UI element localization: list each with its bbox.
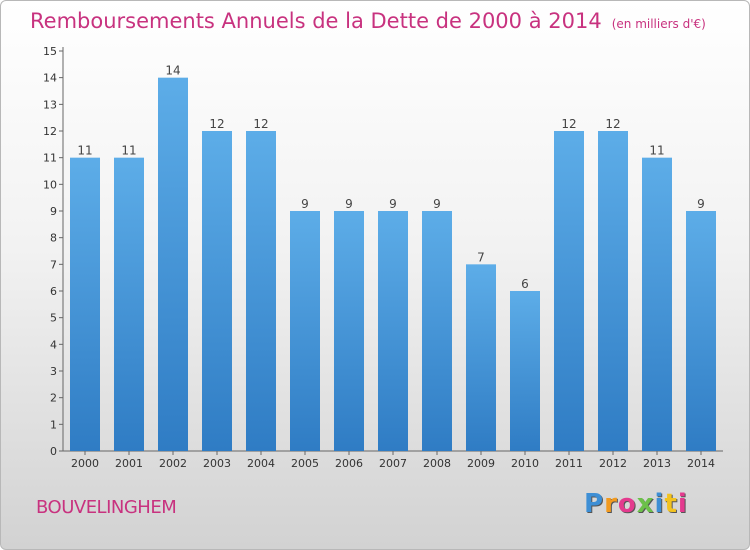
y-tick-label: 9 <box>50 205 57 218</box>
bar <box>70 157 100 451</box>
x-tick-label: 2009 <box>467 457 495 470</box>
bar <box>202 131 232 451</box>
x-tick-label: 2011 <box>555 457 583 470</box>
y-tick-label: 0 <box>50 445 57 458</box>
logo-letter: x <box>636 489 655 519</box>
y-tick-label: 11 <box>43 152 57 165</box>
y-tick-label: 2 <box>50 392 57 405</box>
bar-value-label: 9 <box>301 197 309 211</box>
logo-letter: P <box>584 489 605 519</box>
bar <box>686 211 716 451</box>
logo-letter: r <box>604 489 618 519</box>
y-tick-label: 8 <box>50 232 57 245</box>
x-tick-label: 2002 <box>159 457 187 470</box>
y-tick-label: 13 <box>43 98 57 111</box>
y-tick-label: 5 <box>50 312 57 325</box>
bar-value-label: 11 <box>649 144 664 158</box>
y-tick-label: 4 <box>50 338 57 351</box>
bar-value-label: 14 <box>165 64 180 78</box>
bar-value-label: 12 <box>605 117 620 131</box>
bar <box>334 211 364 451</box>
bar <box>510 291 540 451</box>
y-tick-label: 7 <box>50 258 57 271</box>
y-tick-label: 15 <box>43 45 57 58</box>
x-tick-label: 2001 <box>115 457 143 470</box>
bar <box>246 131 276 451</box>
bar-value-label: 9 <box>697 197 705 211</box>
x-tick-label: 2012 <box>599 457 627 470</box>
proxiti-logo: Proxiti <box>584 489 688 519</box>
x-tick-label: 2014 <box>687 457 715 470</box>
y-tick-label: 10 <box>43 178 57 191</box>
bar <box>466 264 496 451</box>
bar-value-label: 9 <box>433 197 441 211</box>
chart-title: Remboursements Annuels de la Dette de 20… <box>30 9 706 33</box>
bar <box>422 211 452 451</box>
x-tick-label: 2003 <box>203 457 231 470</box>
x-tick-label: 2000 <box>71 457 99 470</box>
bar-value-label: 12 <box>561 117 576 131</box>
y-tick-label: 12 <box>43 125 57 138</box>
bar-value-label: 9 <box>389 197 397 211</box>
chart-bars <box>70 77 716 452</box>
y-tick-label: 6 <box>50 285 57 298</box>
town-name: BOUVELINGHEM <box>36 497 177 518</box>
bar-value-label: 11 <box>77 144 92 158</box>
x-tick-label: 2004 <box>247 457 275 470</box>
chart-labels: 11 2000 11 2001 14 2002 12 2003 12 2004 9 2005 9 2006… <box>71 64 715 470</box>
chart-title-text: Remboursements Annuels de la Dette de 20… <box>30 9 602 33</box>
bar-value-label: 7 <box>477 250 485 264</box>
logo-letter: t <box>664 489 678 519</box>
x-tick-label: 2008 <box>423 457 451 470</box>
x-tick-label: 2005 <box>291 457 319 470</box>
y-tick-label: 14 <box>43 72 57 85</box>
bar <box>114 157 144 451</box>
bar-value-label: 11 <box>121 144 136 158</box>
bar <box>598 131 628 451</box>
bar <box>378 211 408 451</box>
x-tick-label: 2006 <box>335 457 363 470</box>
bar-value-label: 12 <box>209 117 224 131</box>
x-tick-label: 2013 <box>643 457 671 470</box>
logo-letter: i <box>677 489 688 519</box>
bar <box>554 131 584 451</box>
bar <box>642 157 672 451</box>
bar <box>158 77 188 452</box>
bar <box>290 211 320 451</box>
y-tick-label: 3 <box>50 365 57 378</box>
bar-value-label: 6 <box>521 277 529 291</box>
logo-letter: o <box>617 489 637 519</box>
x-tick-label: 2007 <box>379 457 407 470</box>
y-tick-label: 1 <box>50 418 57 431</box>
logo-letter: i <box>654 489 665 519</box>
chart-subtitle: (en milliers d'€) <box>611 17 706 31</box>
x-tick-label: 2010 <box>511 457 539 470</box>
bar-value-label: 9 <box>345 197 353 211</box>
bar-value-label: 12 <box>253 117 268 131</box>
